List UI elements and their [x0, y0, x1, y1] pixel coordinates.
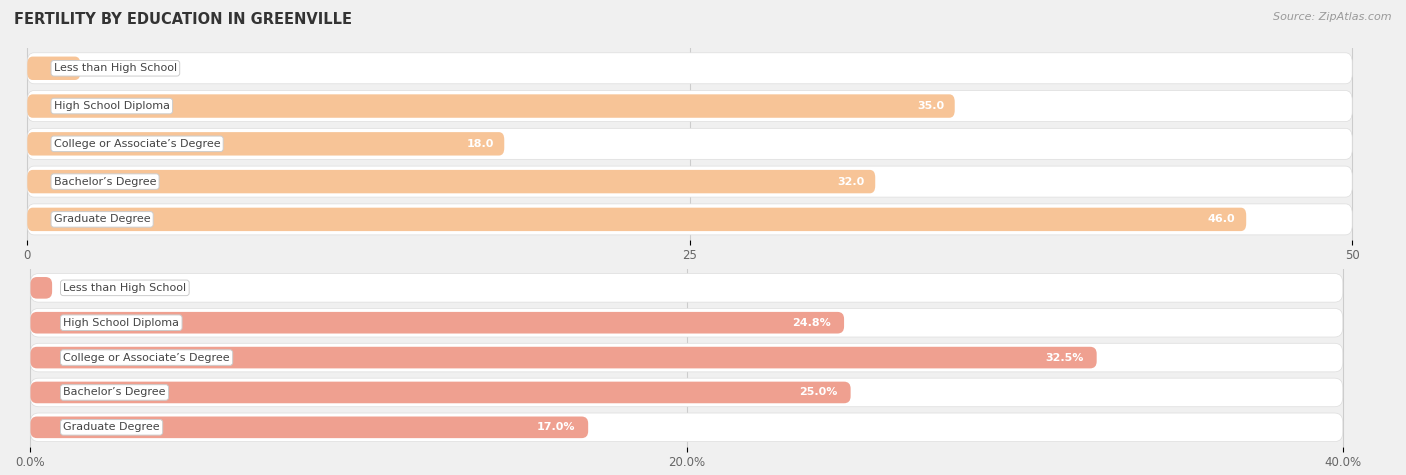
FancyBboxPatch shape [31, 277, 52, 299]
FancyBboxPatch shape [31, 343, 1343, 372]
FancyBboxPatch shape [31, 347, 1097, 369]
FancyBboxPatch shape [27, 128, 1353, 159]
FancyBboxPatch shape [27, 95, 955, 118]
Text: 32.5%: 32.5% [1045, 352, 1084, 362]
FancyBboxPatch shape [31, 274, 1343, 302]
FancyBboxPatch shape [27, 91, 1353, 122]
Text: Less than High School: Less than High School [53, 63, 177, 73]
FancyBboxPatch shape [31, 378, 1343, 407]
Text: Graduate Degree: Graduate Degree [63, 422, 160, 432]
Text: High School Diploma: High School Diploma [53, 101, 170, 111]
Text: 35.0: 35.0 [917, 101, 945, 111]
FancyBboxPatch shape [27, 170, 876, 193]
FancyBboxPatch shape [31, 312, 844, 333]
FancyBboxPatch shape [31, 381, 851, 403]
Text: 25.0%: 25.0% [799, 388, 838, 398]
FancyBboxPatch shape [31, 308, 1343, 337]
Text: Less than High School: Less than High School [63, 283, 187, 293]
Text: 24.8%: 24.8% [792, 318, 831, 328]
FancyBboxPatch shape [31, 417, 588, 438]
Text: 46.0: 46.0 [1208, 214, 1236, 224]
FancyBboxPatch shape [27, 53, 1353, 84]
Text: College or Associate’s Degree: College or Associate’s Degree [53, 139, 221, 149]
Text: Bachelor’s Degree: Bachelor’s Degree [53, 177, 156, 187]
Text: Graduate Degree: Graduate Degree [53, 214, 150, 224]
Text: FERTILITY BY EDUCATION IN GREENVILLE: FERTILITY BY EDUCATION IN GREENVILLE [14, 12, 352, 27]
FancyBboxPatch shape [31, 413, 1343, 442]
Text: Source: ZipAtlas.com: Source: ZipAtlas.com [1274, 12, 1392, 22]
FancyBboxPatch shape [27, 208, 1246, 231]
Text: College or Associate’s Degree: College or Associate’s Degree [63, 352, 231, 362]
FancyBboxPatch shape [27, 132, 505, 155]
Text: 18.0: 18.0 [467, 139, 494, 149]
Text: 0.66%: 0.66% [69, 283, 104, 293]
FancyBboxPatch shape [27, 166, 1353, 197]
Text: 2.0: 2.0 [94, 63, 111, 73]
FancyBboxPatch shape [27, 204, 1353, 235]
Text: 17.0%: 17.0% [537, 422, 575, 432]
Text: Bachelor’s Degree: Bachelor’s Degree [63, 388, 166, 398]
Text: 32.0: 32.0 [838, 177, 865, 187]
Text: High School Diploma: High School Diploma [63, 318, 180, 328]
FancyBboxPatch shape [27, 57, 80, 80]
